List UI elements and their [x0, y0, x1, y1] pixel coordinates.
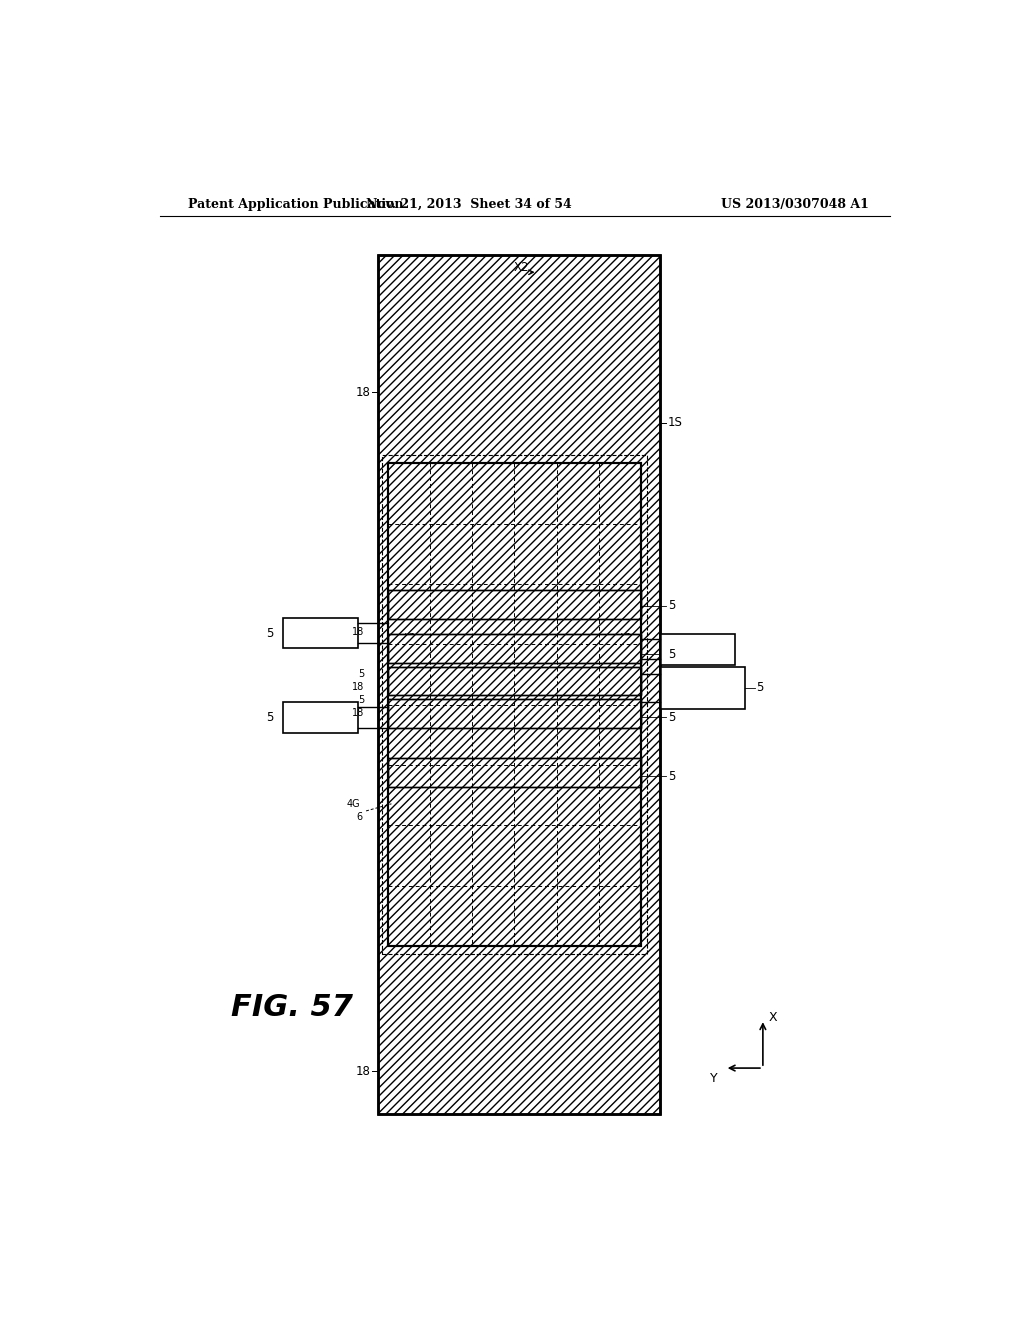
Text: 5: 5 [358, 669, 365, 678]
Text: 5: 5 [757, 681, 764, 694]
Text: 18: 18 [352, 627, 365, 638]
Text: 5: 5 [266, 627, 273, 640]
Bar [388, 590, 641, 619]
Bar [659, 634, 735, 664]
Bar [388, 758, 641, 787]
Bar [388, 667, 641, 696]
Text: Y: Y [710, 1072, 718, 1085]
Text: X2: X2 [514, 260, 529, 273]
Text: 1S: 1S [668, 416, 683, 429]
Bar [388, 634, 641, 663]
Text: 5: 5 [668, 648, 675, 661]
Bar [378, 255, 659, 1114]
Bar [283, 618, 358, 648]
Text: X1: X1 [463, 758, 476, 768]
Bar [388, 700, 641, 727]
Text: 18: 18 [355, 385, 370, 399]
Bar [388, 700, 641, 727]
Text: 5: 5 [668, 770, 675, 783]
Text: Y1: Y1 [404, 634, 416, 643]
Text: 5: 5 [668, 599, 675, 612]
Text: 5: 5 [668, 711, 675, 723]
Bar [659, 667, 745, 709]
Text: 4G: 4G [346, 799, 359, 809]
Text: 6: 6 [356, 812, 362, 822]
Text: US 2013/0307048 A1: US 2013/0307048 A1 [721, 198, 868, 211]
Text: FIG. 57: FIG. 57 [231, 993, 353, 1022]
Text: 18: 18 [352, 709, 365, 718]
Bar [388, 758, 641, 787]
Text: Nov. 21, 2013  Sheet 34 of 54: Nov. 21, 2013 Sheet 34 of 54 [367, 198, 572, 211]
Bar [283, 702, 358, 733]
Bar [382, 455, 647, 954]
Text: Y2: Y2 [401, 669, 414, 680]
Text: 18: 18 [352, 682, 365, 692]
Text: X: X [769, 1011, 777, 1024]
Text: Y2: Y2 [618, 669, 631, 680]
Bar [388, 634, 641, 663]
Bar [388, 590, 641, 619]
Text: 5: 5 [358, 696, 365, 705]
Bar [388, 667, 641, 696]
Text: 5: 5 [266, 711, 273, 723]
Text: X1: X1 [485, 635, 498, 645]
Text: Patent Application Publication: Patent Application Publication [187, 198, 403, 211]
Bar [388, 463, 641, 946]
Text: X2: X2 [466, 680, 479, 690]
Text: Y1: Y1 [620, 634, 632, 643]
Text: 18: 18 [355, 1065, 370, 1077]
Bar [378, 255, 659, 1114]
Bar [388, 463, 641, 946]
